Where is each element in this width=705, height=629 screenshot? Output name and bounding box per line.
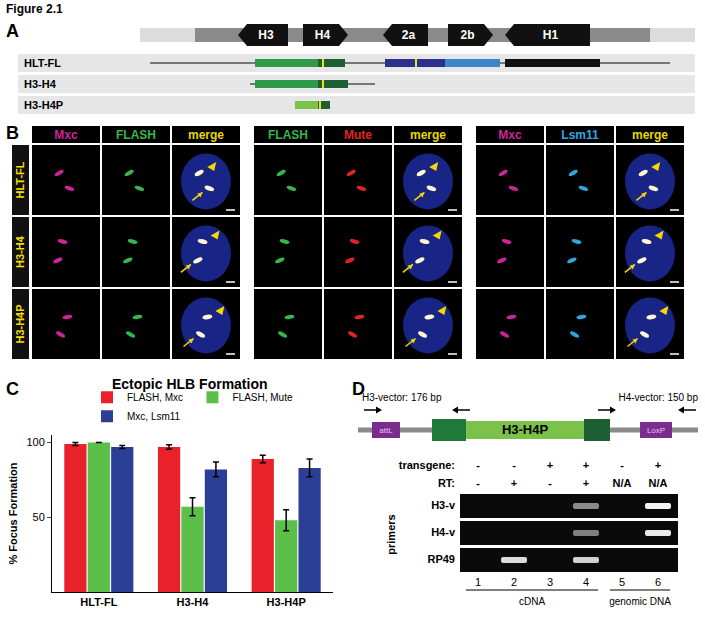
svg-text:H3-H4: H3-H4 (14, 235, 26, 268)
svg-text:3: 3 (547, 576, 553, 588)
svg-text:A: A (6, 21, 19, 41)
svg-text:FLASH, Mxc: FLASH, Mxc (127, 392, 183, 403)
svg-text:genomic DNA: genomic DNA (609, 596, 671, 607)
svg-text:H1: H1 (543, 28, 559, 42)
svg-text:transgene:: transgene: (399, 459, 455, 471)
svg-text:+: + (511, 477, 517, 489)
svg-text:+: + (547, 459, 553, 471)
svg-text:merge: merge (632, 128, 668, 142)
svg-text:6: 6 (655, 576, 661, 588)
svg-text:H4-vector: 150 bp: H4-vector: 150 bp (619, 392, 699, 403)
svg-text:FLASH, Mute: FLASH, Mute (232, 392, 292, 403)
svg-text:H3-v: H3-v (431, 499, 456, 511)
svg-text:HLT-FL: HLT-FL (14, 161, 26, 198)
svg-text:primers: primers (385, 514, 397, 554)
svg-text:Figure 2.1: Figure 2.1 (6, 2, 63, 16)
svg-text:-: - (548, 477, 552, 489)
svg-text:N/A: N/A (613, 477, 632, 489)
svg-text:50: 50 (33, 511, 45, 523)
svg-text:H3-H4P: H3-H4P (502, 422, 549, 437)
svg-text:% Focus Formation: % Focus Formation (7, 462, 19, 564)
svg-text:H4: H4 (315, 28, 331, 42)
svg-text:merge: merge (410, 128, 446, 142)
svg-text:H3-H4P: H3-H4P (24, 99, 63, 111)
svg-text:Mute: Mute (344, 128, 372, 142)
svg-text:attL: attL (379, 426, 393, 435)
svg-text:H3-H4P: H3-H4P (267, 596, 306, 608)
svg-text:+: + (655, 459, 661, 471)
svg-text:2: 2 (511, 576, 517, 588)
svg-text:-: - (620, 459, 624, 471)
svg-text:RP49: RP49 (427, 553, 455, 565)
svg-text:B: B (6, 123, 19, 143)
svg-text:Mxc: Mxc (498, 128, 522, 142)
svg-text:cDNA: cDNA (519, 596, 545, 607)
svg-text:Mxc: Mxc (54, 128, 78, 142)
svg-text:+: + (583, 477, 589, 489)
svg-text:merge: merge (188, 128, 224, 142)
svg-text:-: - (476, 459, 480, 471)
svg-text:C: C (6, 379, 19, 399)
svg-text:-: - (512, 459, 516, 471)
svg-text:HLT-FL: HLT-FL (24, 57, 61, 69)
svg-text:H4-v: H4-v (431, 526, 456, 538)
svg-text:N/A: N/A (649, 477, 668, 489)
svg-text:H3: H3 (258, 28, 274, 42)
svg-text:5: 5 (619, 576, 625, 588)
svg-text:H3-vector: 176 bp: H3-vector: 176 bp (362, 392, 442, 403)
svg-text:4: 4 (583, 576, 589, 588)
svg-text:Ectopic HLB Formation: Ectopic HLB Formation (112, 376, 268, 392)
svg-text:2b: 2b (460, 28, 474, 42)
svg-text:2a: 2a (402, 28, 416, 42)
svg-text:H3-H4P: H3-H4P (14, 304, 26, 343)
svg-text:HLT-FL: HLT-FL (80, 596, 117, 608)
svg-text:Mxc, Lsm11: Mxc, Lsm11 (127, 411, 181, 422)
svg-text:H3-H4: H3-H4 (177, 596, 210, 608)
svg-text:FLASH: FLASH (116, 128, 156, 142)
svg-text:FLASH: FLASH (268, 128, 308, 142)
svg-text:D: D (352, 378, 365, 399)
svg-text:100: 100 (26, 436, 44, 448)
svg-text:-: - (476, 477, 480, 489)
svg-text:+: + (583, 459, 589, 471)
svg-text:RT:: RT: (438, 477, 455, 489)
svg-text:Lsm11: Lsm11 (561, 128, 599, 142)
svg-text:1: 1 (475, 576, 481, 588)
svg-text:LoxP: LoxP (647, 426, 665, 435)
svg-text:H3-H4: H3-H4 (24, 78, 57, 90)
